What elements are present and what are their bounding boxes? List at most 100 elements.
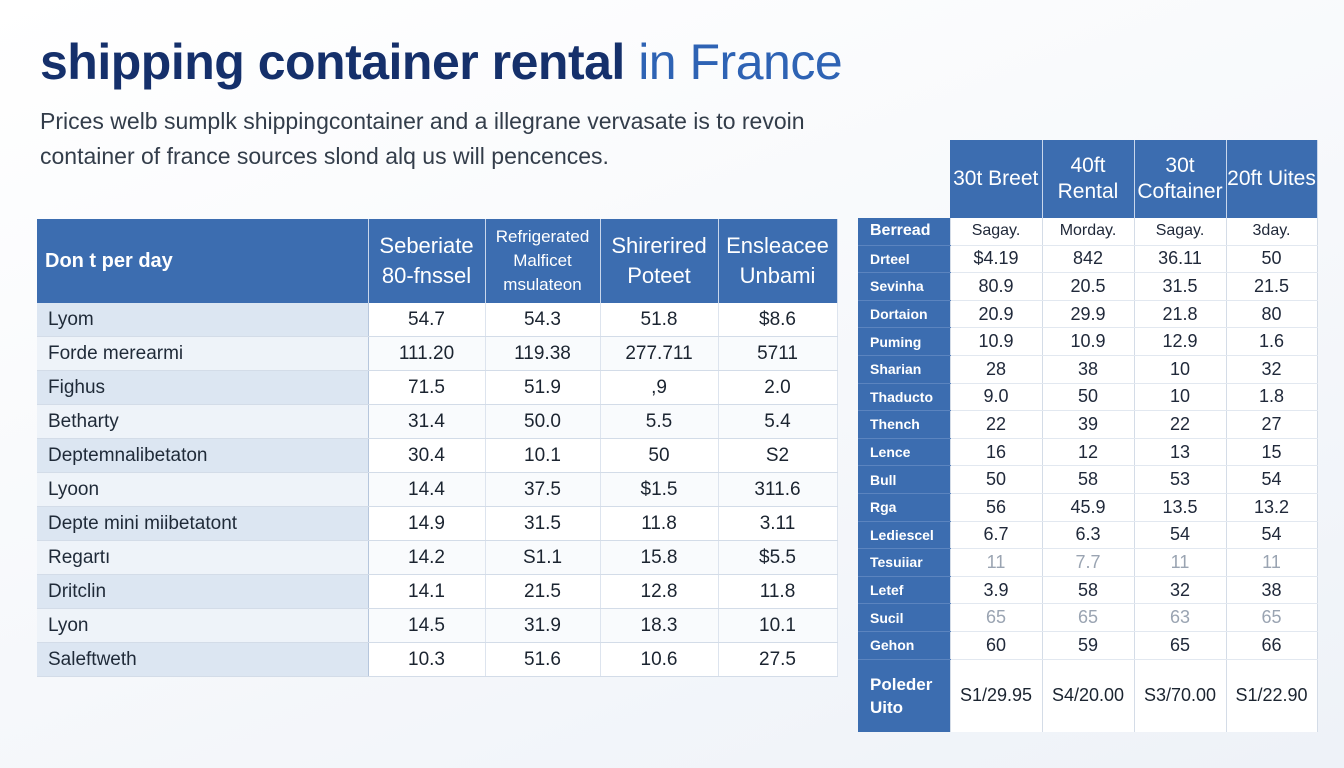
value-cell: 10.9 xyxy=(1042,327,1135,356)
row-label: Sharian xyxy=(858,355,951,384)
value-cell: 12 xyxy=(1042,438,1135,467)
table-row: Lyom 54.7 54.3 51.8 $8.6 xyxy=(37,303,838,337)
value-cell: 58 xyxy=(1042,576,1135,605)
row-label: Dortaion xyxy=(858,300,951,329)
price-per-day-table: Don t per day Seberiate 80-fnssel Refrig… xyxy=(37,219,838,677)
table-row: Bull 50 58 53 54 xyxy=(858,465,1318,494)
price-cell: 3.11 xyxy=(718,506,838,541)
table-row: Lyon 14.5 31.9 18.3 10.1 xyxy=(37,608,838,643)
price-cell: 37.5 xyxy=(485,472,601,507)
row-label: Puming xyxy=(858,327,951,356)
row-label: Depte mini miibetatont xyxy=(37,506,369,541)
price-cell: 2.0 xyxy=(718,370,838,405)
price-cell: 14.9 xyxy=(368,506,486,541)
price-cell: 27.5 xyxy=(718,642,838,677)
left-header-cell: Don t per day xyxy=(37,219,369,303)
value-cell: 65 xyxy=(1042,603,1135,632)
footer-cell: S1/29.95 xyxy=(950,659,1043,732)
price-cell: $8.6 xyxy=(718,303,838,337)
row-label: Thaducto xyxy=(858,383,951,412)
page-title: shipping container rental in France xyxy=(40,30,843,94)
value-cell: 11 xyxy=(1226,548,1318,577)
value-cell: 54 xyxy=(1226,465,1318,494)
value-cell: 45.9 xyxy=(1042,493,1135,522)
value-cell: 38 xyxy=(1226,576,1318,605)
price-cell: 31.4 xyxy=(368,404,486,439)
price-cell: S2 xyxy=(718,438,838,473)
row-label: Lence xyxy=(858,438,951,467)
value-cell: 22 xyxy=(950,410,1043,439)
table-row: Regartı 14.2 S1.1 15.8 $5.5 xyxy=(37,540,838,575)
left-header-cell: Refrigerated Malficet msulateon xyxy=(485,219,601,303)
value-cell: 6.7 xyxy=(950,521,1043,550)
row-label: Berread xyxy=(858,218,951,246)
value-cell: 54 xyxy=(1134,521,1227,550)
value-cell: 27 xyxy=(1226,410,1318,439)
value-cell: 9.0 xyxy=(950,383,1043,412)
title-accent: in France xyxy=(638,34,843,90)
row-label: Thench xyxy=(858,410,951,439)
table-row: Depte mini miibetatont 14.9 31.5 11.8 3.11 xyxy=(37,506,838,541)
value-cell: 80 xyxy=(1226,300,1318,329)
row-label: Forde merearmi xyxy=(37,336,369,371)
table-row: Thaducto 9.0 50 10 1.8 xyxy=(858,383,1318,412)
left-table-header-row: Don t per day Seberiate 80-fnssel Refrig… xyxy=(37,219,838,303)
value-cell: 63 xyxy=(1134,603,1227,632)
value-cell: 60 xyxy=(950,631,1043,660)
row-label: Lediescel xyxy=(858,521,951,550)
row-label: Saleftweth xyxy=(37,642,369,677)
value-cell: 12.9 xyxy=(1134,327,1227,356)
price-cell: 30.4 xyxy=(368,438,486,473)
footer-cell: S1/22.90 xyxy=(1226,659,1318,732)
value-cell: 21.5 xyxy=(1226,272,1318,301)
price-cell: S1.1 xyxy=(485,540,601,575)
price-cell: 10.1 xyxy=(718,608,838,643)
price-cell: 51.9 xyxy=(485,370,601,405)
price-cell: 15.8 xyxy=(600,540,719,575)
value-cell: Morday. xyxy=(1042,218,1135,246)
right-header-cell: 40ft Rental xyxy=(1042,140,1135,218)
price-cell: 10.6 xyxy=(600,642,719,677)
value-cell: 21.8 xyxy=(1134,300,1227,329)
price-cell: 71.5 xyxy=(368,370,486,405)
table-row: Gehon 60 59 65 66 xyxy=(858,631,1318,660)
price-cell: 14.4 xyxy=(368,472,486,507)
footer-label: Poleder Uito xyxy=(858,659,951,732)
value-cell: 10.9 xyxy=(950,327,1043,356)
value-cell: 11 xyxy=(950,548,1043,577)
row-label: Letef xyxy=(858,576,951,605)
table-row: Saleftweth 10.3 51.6 10.6 27.5 xyxy=(37,642,838,677)
price-cell: 18.3 xyxy=(600,608,719,643)
value-cell: 1.8 xyxy=(1226,383,1318,412)
price-cell: $5.5 xyxy=(718,540,838,575)
row-label: Dritclin xyxy=(37,574,369,609)
price-cell: 10.1 xyxy=(485,438,601,473)
price-cell: 277.711 xyxy=(600,336,719,371)
value-cell: 50 xyxy=(1226,245,1318,274)
footer-cell: S3/70.00 xyxy=(1134,659,1227,732)
row-label: Lyon xyxy=(37,608,369,643)
table-row: Deptemnalibetaton 30.4 10.1 50 S2 xyxy=(37,438,838,473)
table-row: Dortaion 20.9 29.9 21.8 80 xyxy=(858,300,1318,329)
row-label: Lyoon xyxy=(37,472,369,507)
table-row: Lyoon 14.4 37.5 $1.5 311.6 xyxy=(37,472,838,507)
value-cell: 3.9 xyxy=(950,576,1043,605)
value-cell: 65 xyxy=(1134,631,1227,660)
price-cell: $1.5 xyxy=(600,472,719,507)
price-cell: 54.3 xyxy=(485,303,601,337)
price-cell: 5.5 xyxy=(600,404,719,439)
value-cell: 20.9 xyxy=(950,300,1043,329)
table-row: Rga 56 45.9 13.5 13.2 xyxy=(858,493,1318,522)
price-cell: 31.9 xyxy=(485,608,601,643)
right-header-cell: 20ft Uites xyxy=(1226,140,1318,218)
footer-cell: S4/20.00 xyxy=(1042,659,1135,732)
price-cell: 14.2 xyxy=(368,540,486,575)
price-cell: 21.5 xyxy=(485,574,601,609)
table-row: Forde merearmi 111.20 119.38 277.711 5711 xyxy=(37,336,838,371)
price-cell: 11.8 xyxy=(600,506,719,541)
value-cell: 58 xyxy=(1042,465,1135,494)
value-cell: 29.9 xyxy=(1042,300,1135,329)
value-cell: 32 xyxy=(1134,576,1227,605)
row-label: Sevinha xyxy=(858,272,951,301)
table-row: Betharty 31.4 50.0 5.5 5.4 xyxy=(37,404,838,439)
